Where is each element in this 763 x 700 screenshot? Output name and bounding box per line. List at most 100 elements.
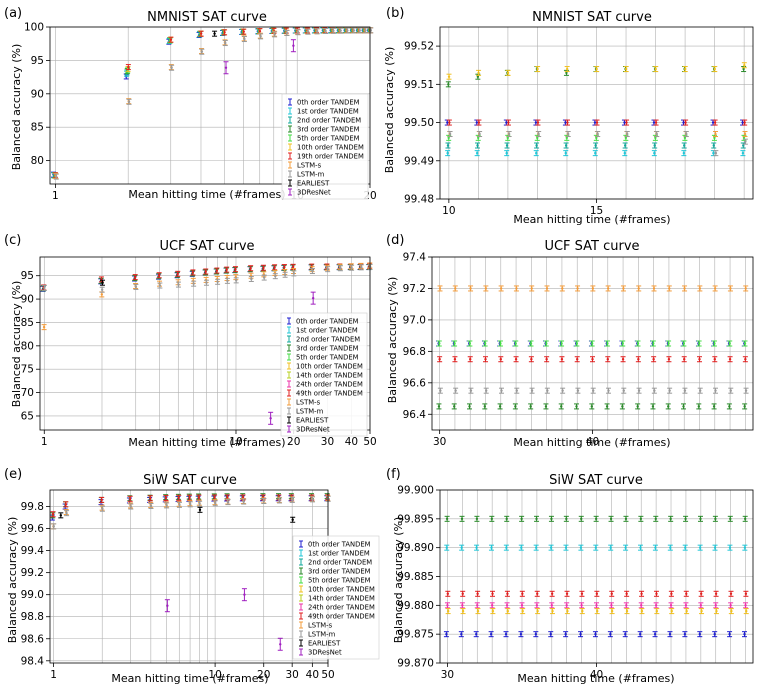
data-marker: [594, 632, 597, 636]
legend-box: [292, 535, 380, 660]
data-marker: [624, 632, 627, 636]
data-point: [624, 608, 630, 615]
legend-label: 14th order TANDEM: [296, 372, 363, 380]
data-point: [578, 544, 584, 551]
data-marker: [292, 44, 295, 47]
data-point: [467, 340, 473, 347]
legend-label: 3rd order TANDEM: [308, 568, 371, 576]
data-marker: [461, 609, 465, 613]
data-marker: [346, 29, 349, 32]
panel-2-plot: 10 15 99.48 99.49 99.50 99.51 99.52: [404, 26, 754, 217]
x-tick-label: 20: [287, 436, 300, 448]
data-point: [548, 515, 554, 522]
series-10th-order-tandem: [446, 62, 747, 80]
data-point: [467, 403, 473, 410]
y-tick-label: 65: [21, 410, 34, 422]
data-point: [503, 631, 509, 638]
data-point: [637, 631, 643, 638]
data-marker: [250, 277, 253, 281]
data-marker: [595, 592, 599, 595]
data-marker: [624, 517, 628, 521]
panel-c-label: (c): [4, 233, 21, 248]
data-marker: [514, 342, 517, 345]
data-marker: [743, 405, 746, 408]
data-point: [50, 511, 56, 518]
data-marker: [530, 358, 533, 361]
x-tick-label: 30: [433, 436, 446, 448]
data-marker: [636, 405, 639, 408]
data-point: [666, 285, 672, 292]
data-marker: [593, 121, 597, 124]
data-point: [590, 285, 596, 292]
data-point: [477, 131, 483, 138]
data-point: [535, 66, 541, 73]
data-marker: [249, 267, 252, 270]
data-point: [63, 501, 69, 508]
data-marker: [667, 405, 670, 408]
data-marker: [469, 287, 472, 290]
data-marker: [621, 342, 624, 345]
data-marker: [521, 609, 524, 613]
data-marker: [580, 517, 583, 521]
x-tick-label: 50: [321, 669, 334, 681]
data-point: [534, 142, 540, 149]
data-marker: [566, 609, 569, 613]
data-point: [624, 131, 630, 138]
data-marker: [682, 342, 686, 345]
data-point: [595, 131, 601, 138]
data-point: [605, 387, 611, 394]
data-point: [504, 590, 510, 597]
data-marker: [158, 284, 162, 287]
data-point: [168, 36, 174, 43]
panel-b-title: NMNIST SAT curve: [532, 10, 652, 25]
data-point: [609, 608, 615, 615]
data-marker: [625, 592, 628, 595]
data-point: [314, 28, 320, 35]
data-marker: [580, 604, 583, 607]
data-point: [261, 274, 267, 281]
data-marker: [623, 121, 626, 124]
data-marker: [669, 517, 672, 521]
data-point: [490, 608, 496, 615]
data-marker: [550, 592, 554, 595]
legend-entry: 0th order TANDEM: [288, 98, 360, 107]
data-point: [697, 387, 703, 394]
data-marker: [535, 517, 538, 521]
series-3dresnet: [268, 291, 316, 425]
data-point: [212, 500, 218, 507]
data-marker: [728, 358, 732, 361]
data-point: [713, 608, 719, 615]
data-point: [608, 544, 614, 551]
data-marker: [670, 609, 673, 613]
data-point: [325, 266, 331, 273]
data-marker: [621, 405, 624, 408]
data-point: [514, 387, 520, 394]
series-49th-order-tandem: [437, 356, 748, 363]
data-marker: [453, 342, 456, 345]
data-marker: [445, 546, 448, 549]
data-marker: [698, 632, 701, 636]
data-point: [503, 544, 509, 551]
data-point: [624, 119, 630, 126]
data-marker: [640, 592, 643, 595]
legend-entry: 10th order TANDEM: [288, 143, 364, 152]
data-point: [475, 590, 481, 597]
data-point: [650, 403, 656, 410]
panel-a: (a) NMNIST SAT curve Mean hitting time (…: [4, 6, 286, 201]
data-marker: [134, 285, 138, 289]
data-marker: [530, 287, 533, 290]
data-point: [99, 286, 105, 293]
legend-entry: 24th order TANDEM: [299, 603, 375, 612]
data-point: [460, 590, 466, 597]
data-marker: [127, 65, 130, 69]
data-point: [590, 356, 595, 363]
data-marker: [546, 389, 549, 392]
data-point: [543, 403, 549, 410]
data-point: [578, 631, 584, 638]
panel-e: (e) SiW SAT curve Mean hitting time (#fr…: [4, 467, 269, 685]
data-marker: [575, 405, 578, 408]
data-point: [512, 403, 518, 410]
y-tick-label: 99.48: [404, 194, 434, 206]
data-point: [726, 403, 732, 410]
data-point: [681, 142, 687, 149]
